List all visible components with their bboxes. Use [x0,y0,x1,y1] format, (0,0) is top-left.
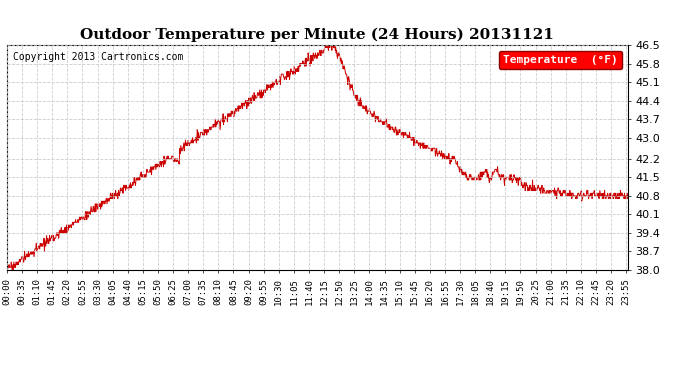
Temperature  (°F) [415,141,423,145]
Legend: Temperature  (°F): Temperature (°F) [499,51,622,69]
Temperature  (°F) [3,268,11,272]
Temperature  (°F) [3,270,12,275]
Text: Copyright 2013 Cartronics.com: Copyright 2013 Cartronics.com [13,52,184,62]
Temperature  (°F) [210,122,219,127]
Temperature  (°F) [496,175,504,180]
Temperature  (°F) [325,40,333,45]
Temperature  (°F) [624,196,632,201]
Temperature  (°F) [126,180,135,185]
Temperature  (°F) [141,172,150,177]
Title: Outdoor Temperature per Minute (24 Hours) 20131121: Outdoor Temperature per Minute (24 Hours… [81,28,554,42]
Line: Temperature  (°F): Temperature (°F) [7,42,628,273]
Temperature  (°F) [551,194,559,198]
